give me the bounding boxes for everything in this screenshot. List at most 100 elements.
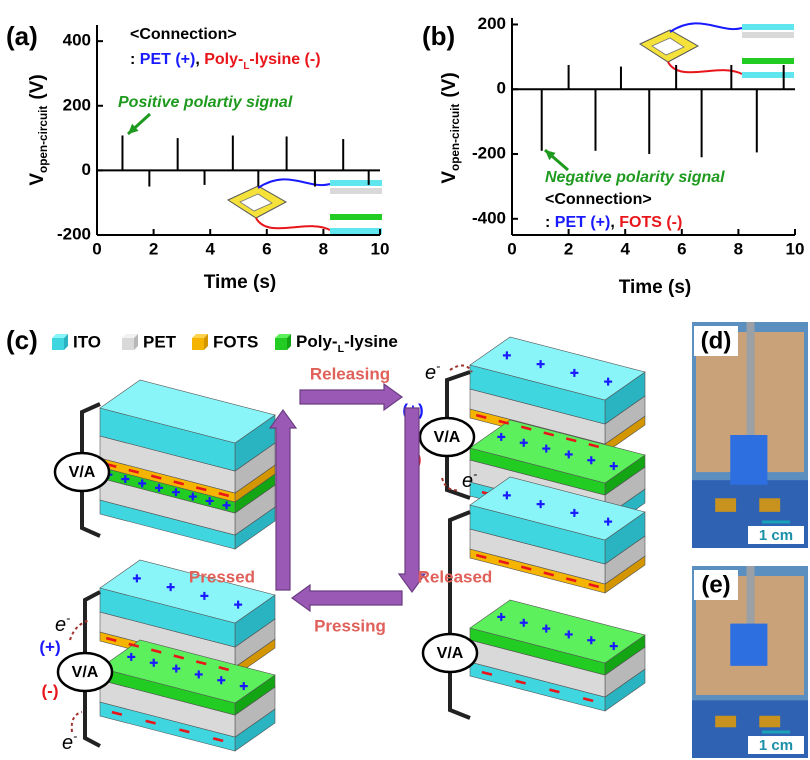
polarity-label: (-)	[42, 681, 59, 700]
inset-layer	[742, 32, 794, 38]
wire	[447, 372, 470, 417]
y-axis-title: Vopen-circuit (V)	[439, 72, 462, 183]
wire	[85, 692, 100, 746]
connection-title: <Connection>	[130, 26, 237, 43]
electron-label-part: -	[73, 729, 77, 743]
connection-title: <Connection>	[545, 191, 652, 208]
electron-label-part: -	[436, 359, 440, 373]
y-axis-title-part: V	[439, 171, 460, 184]
connection-text-part: PET (+)	[555, 214, 611, 231]
photo-pad	[759, 498, 780, 512]
meter-label: V/A	[437, 645, 464, 662]
inset-layer	[742, 72, 794, 78]
connection-text-part: PET (+)	[140, 51, 196, 68]
y-axis-title-part: V	[27, 173, 48, 186]
electron-label: e-	[62, 729, 77, 754]
photo-rod	[747, 566, 755, 624]
legend-cube	[122, 338, 134, 350]
legend-label-part: Poly-	[296, 332, 338, 351]
inset-layer	[330, 228, 382, 234]
signal-label: Positive polartiy signal	[118, 94, 293, 111]
x-tick-label: 2	[564, 239, 573, 258]
connection-text-part: :	[130, 51, 140, 68]
process-arrow	[292, 585, 402, 611]
connection-text: : PET (+), FOTS (-)	[545, 214, 682, 231]
inset-layer	[742, 24, 794, 30]
photo-rod	[747, 322, 755, 435]
photo-pad	[715, 716, 736, 728]
y-axis-title-part: open-circuit	[37, 106, 50, 173]
y-axis-title: Vopen-circuit (V)	[27, 74, 50, 185]
x-tick-label: 6	[262, 239, 271, 258]
legend-label-part: -lysine	[344, 332, 398, 351]
y-tick-label: 200	[63, 95, 91, 114]
photo-block	[730, 435, 767, 485]
connection-text: : PET (+), Poly-L-lysine (-)	[130, 51, 321, 71]
legend-label: PET	[143, 332, 177, 351]
inset-wire	[256, 218, 330, 230]
wire	[82, 492, 100, 536]
panel-label: (b)	[422, 21, 455, 51]
y-tick-label: -400	[472, 208, 506, 227]
connection-text-part: FOTS (-)	[619, 214, 682, 231]
y-tick-label: 200	[478, 14, 506, 33]
connection-text-part: ,	[610, 214, 619, 231]
connection-text-part: :	[545, 214, 555, 231]
x-tick-label: 0	[507, 239, 516, 258]
legend-label: Poly-L-lysine	[296, 332, 398, 354]
step-label: Released	[418, 567, 493, 586]
x-axis-title: Time (s)	[619, 277, 692, 298]
step-label: Pressed	[189, 567, 255, 586]
legend-label: FOTS	[213, 332, 258, 351]
x-tick-label: 2	[149, 239, 158, 258]
wire	[450, 673, 470, 718]
panel-label: (d)	[701, 327, 732, 354]
inset-wire	[670, 23, 742, 32]
wire	[85, 592, 100, 652]
figure: (a)0246810-2000200400Time (s)Vopen-circu…	[0, 0, 810, 760]
meter-label: V/A	[72, 664, 99, 681]
x-tick-label: 4	[620, 239, 630, 258]
y-tick-label: 0	[497, 79, 506, 98]
y-axis-title-part: (V)	[439, 72, 460, 97]
electron-label: e-	[425, 359, 440, 384]
electron-label: e-	[55, 611, 70, 636]
y-axis-title-part: open-circuit	[449, 104, 462, 171]
electron-label-part: -	[66, 611, 70, 625]
y-axis-title-part: (V)	[27, 74, 48, 99]
inset-wire	[258, 179, 330, 188]
wire	[82, 404, 100, 452]
legend-cube	[52, 338, 64, 350]
x-axis-title-part: Time (s)	[619, 277, 692, 298]
x-tick-label: 6	[677, 239, 686, 258]
process-arrow	[300, 384, 402, 410]
x-axis-title-part: Time (s)	[204, 272, 277, 293]
x-tick-label: 10	[371, 239, 390, 258]
panel-label: (e)	[701, 571, 730, 598]
polarity-label: (+)	[39, 637, 60, 656]
panel-label: (c)	[6, 325, 38, 355]
signal-label: Negative polarity signal	[545, 169, 725, 186]
step-label: Releasing	[310, 364, 390, 383]
x-tick-label: 8	[319, 239, 328, 258]
electron-path	[442, 478, 460, 490]
legend-label: ITO	[73, 332, 101, 351]
y-tick-label: 0	[82, 160, 91, 179]
connection-text-part: Poly-	[204, 51, 243, 68]
connection-text-part: ,	[195, 51, 204, 68]
legend-cube	[275, 338, 287, 350]
x-tick-label: 4	[205, 239, 215, 258]
legend-cube	[192, 338, 204, 350]
panel-label: (a)	[6, 21, 38, 51]
step-label: Pressing	[314, 616, 386, 635]
inset-layer	[330, 180, 382, 186]
meter-label: V/A	[69, 464, 96, 481]
photo-pad	[715, 498, 736, 512]
electron-label-part: e	[462, 470, 473, 492]
scale-label: 1 cm	[759, 737, 793, 754]
y-tick-label: -200	[472, 144, 506, 163]
photo-pad	[759, 716, 780, 728]
electron-label-part: e	[425, 362, 436, 384]
electron-label-part: e	[55, 614, 66, 636]
x-tick-label: 10	[786, 239, 805, 258]
